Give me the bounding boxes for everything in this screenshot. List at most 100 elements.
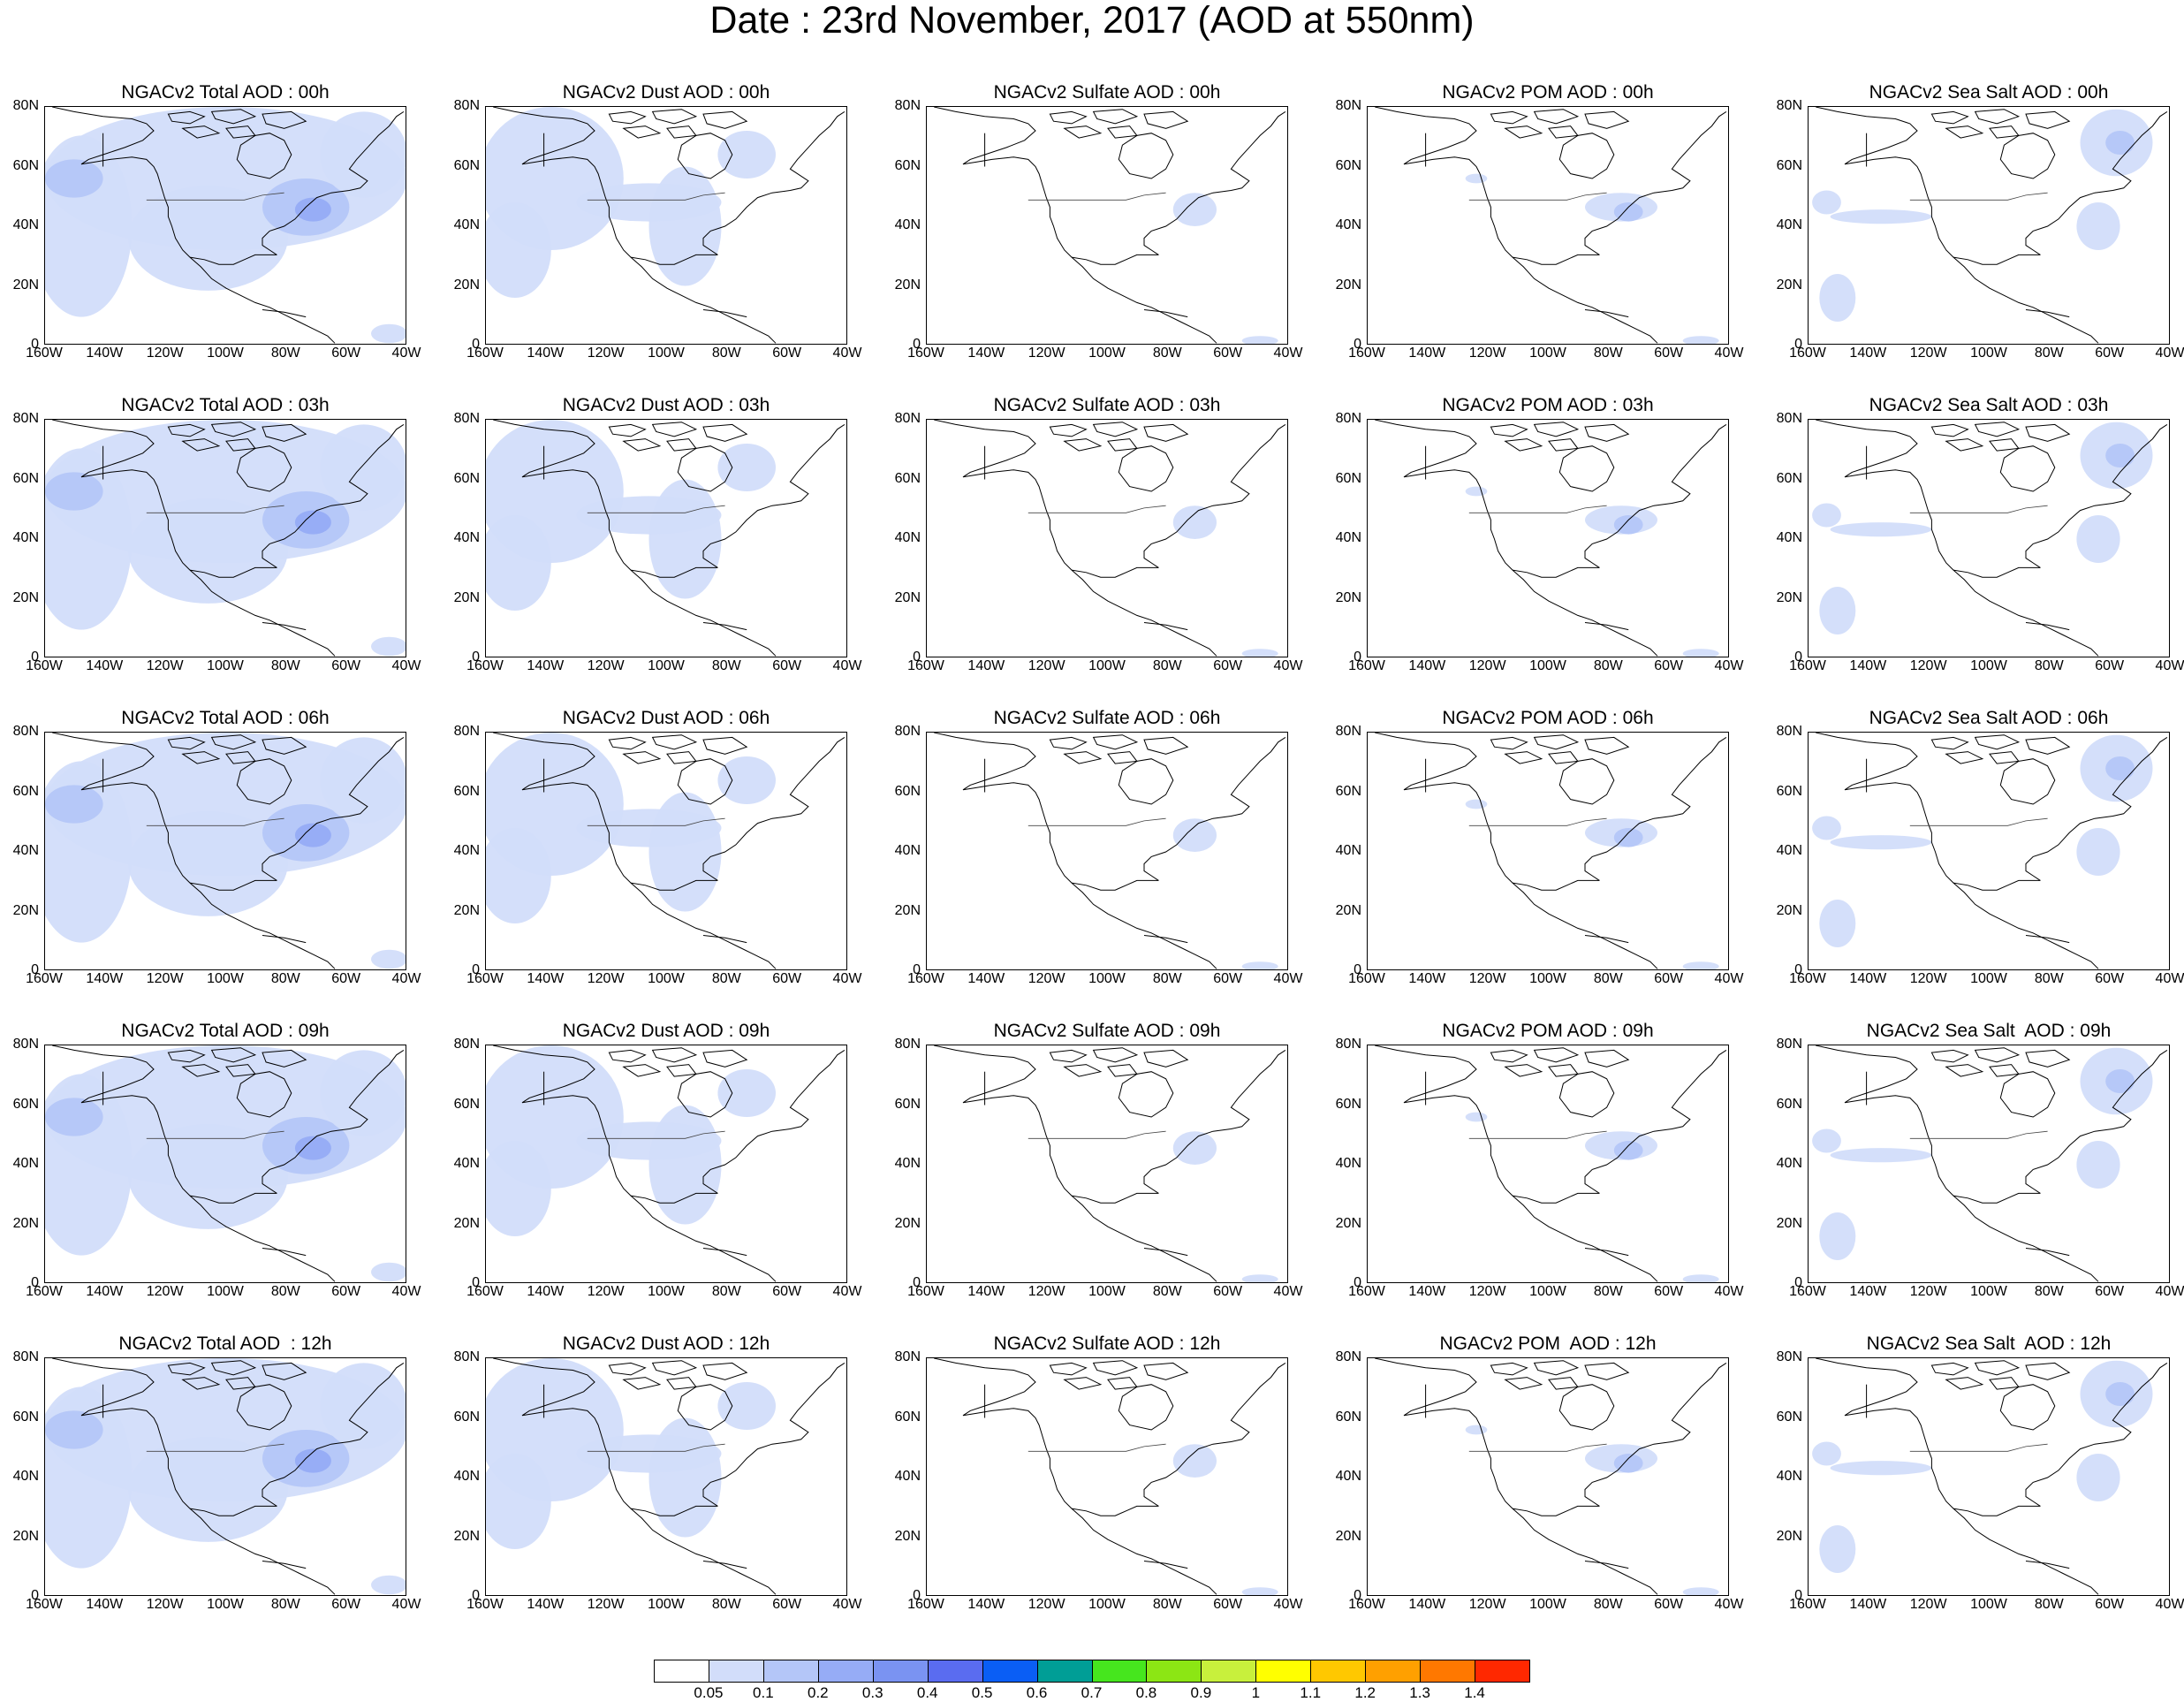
coastline-east bbox=[1584, 736, 1727, 881]
lon-tick-label: 80W bbox=[2034, 1284, 2064, 1299]
cuba-outline bbox=[1584, 1561, 1629, 1569]
lon-tick-label: 140W bbox=[527, 1284, 565, 1299]
aod-shading bbox=[717, 1382, 776, 1430]
lat-tick-label: 40N bbox=[453, 1469, 480, 1484]
map-frame bbox=[44, 106, 406, 345]
coastline-gulf bbox=[1071, 1192, 1159, 1204]
arctic-island-outline bbox=[1049, 1362, 1088, 1376]
lat-tick-label: 20N bbox=[1776, 1215, 1802, 1231]
coastline-west bbox=[1375, 420, 1658, 657]
lon-tick-label: 40W bbox=[1273, 1597, 1303, 1612]
coastline-west bbox=[1816, 1045, 2099, 1282]
lat-tick-label: 60N bbox=[1335, 1409, 1361, 1425]
lon-tick-label: 140W bbox=[527, 658, 565, 673]
lon-tick-label: 160W bbox=[466, 1597, 504, 1612]
coastline-gulf bbox=[1953, 1505, 2041, 1516]
map-canvas bbox=[45, 1045, 406, 1282]
map-frame bbox=[1808, 1045, 2170, 1283]
coastline-east bbox=[1584, 1362, 1727, 1507]
lat-tick-label: 80N bbox=[894, 1037, 921, 1052]
aod-shading bbox=[294, 197, 331, 222]
lon-tick-label: 120W bbox=[1909, 658, 1947, 673]
aod-shading bbox=[1819, 1525, 1856, 1573]
lon-tick-label: 140W bbox=[1849, 1284, 1887, 1299]
map-canvas bbox=[45, 107, 406, 344]
lat-tick-label: 20N bbox=[453, 1528, 480, 1544]
arctic-island-outline bbox=[1945, 438, 1984, 452]
lon-tick-label: 80W bbox=[1593, 1597, 1623, 1612]
panel-title: NGACv2 Total AOD : 09h bbox=[121, 1021, 330, 1041]
lat-tick-label: 40N bbox=[894, 1156, 921, 1171]
map-frame bbox=[1367, 1357, 1729, 1596]
lon-tick-label: 100W bbox=[1529, 346, 1566, 361]
aod-shading bbox=[1172, 1131, 1217, 1165]
hudson-bay-outline bbox=[1999, 1384, 2056, 1431]
coastline-east bbox=[702, 110, 846, 255]
lon-tick-label: 120W bbox=[1468, 971, 1506, 986]
arctic-island-outline bbox=[167, 1362, 206, 1376]
coastline-gulf bbox=[1953, 1192, 2041, 1204]
coastline-gulf bbox=[1512, 566, 1600, 578]
lat-tick-label: 80N bbox=[894, 1349, 921, 1364]
arctic-island-outline bbox=[167, 110, 206, 125]
arctic-island-outline bbox=[2025, 110, 2071, 129]
lon-tick-label: 140W bbox=[967, 1597, 1005, 1612]
lon-tick-label: 160W bbox=[907, 658, 944, 673]
us-canada-border bbox=[146, 817, 284, 826]
us-canada-border bbox=[1909, 1130, 2048, 1139]
lon-tick-label: 100W bbox=[207, 1284, 244, 1299]
coastline-west bbox=[934, 107, 1217, 344]
lon-tick-label: 60W bbox=[331, 1597, 361, 1612]
arctic-island-outline bbox=[608, 110, 647, 125]
lon-tick-label: 80W bbox=[270, 1597, 300, 1612]
arctic-island-outline bbox=[1490, 423, 1528, 437]
lat-tick-label: 60N bbox=[453, 470, 480, 486]
lon-tick-label: 60W bbox=[1213, 658, 1243, 673]
aod-shading bbox=[2076, 1141, 2120, 1189]
coastline-east bbox=[2025, 1362, 2168, 1507]
arctic-island-outline bbox=[1548, 125, 1579, 139]
lon-tick-label: 100W bbox=[648, 658, 685, 673]
lon-tick-label: 40W bbox=[1714, 1597, 1744, 1612]
hudson-bay-outline bbox=[1558, 758, 1615, 805]
arctic-island-outline bbox=[225, 125, 256, 139]
map-panel: NGACv2 Sea Salt AOD : 03h 80N 60N 40N 20N 0 16… bbox=[1777, 394, 2184, 677]
lon-tick-label: 160W bbox=[1789, 971, 1826, 986]
panel-title: NGACv2 Sulfate AOD : 06h bbox=[993, 708, 1221, 728]
arctic-island-outline bbox=[262, 423, 307, 442]
aod-shading bbox=[1682, 1587, 1719, 1595]
us-canada-border bbox=[1909, 817, 2048, 826]
lat-tick-label: 60N bbox=[453, 1096, 480, 1112]
aod-shading bbox=[45, 472, 103, 511]
lon-tick-label: 60W bbox=[331, 658, 361, 673]
aod-shading bbox=[1819, 274, 1856, 322]
lat-tick-label: 20N bbox=[894, 902, 921, 918]
lat-tick-label: 0 bbox=[1354, 1275, 1361, 1290]
panel-title: NGACv2 Total AOD : 06h bbox=[121, 708, 330, 728]
arctic-island-outline bbox=[1107, 1064, 1138, 1077]
aod-shading bbox=[371, 949, 406, 969]
lat-tick-label: 60N bbox=[1335, 1096, 1361, 1112]
lat-tick-label: 20N bbox=[453, 589, 480, 605]
lat-tick-label: 40N bbox=[1335, 1156, 1361, 1171]
colorbar-tick-label: 0.6 bbox=[1026, 1684, 1048, 1701]
colorbar-tick-label: 1.2 bbox=[1354, 1684, 1376, 1701]
colorbar-tick-label: 1.1 bbox=[1300, 1684, 1322, 1701]
arctic-island-outline bbox=[1107, 438, 1138, 452]
lat-tick-label: 20N bbox=[1335, 1528, 1361, 1544]
lat-tick-label: 80N bbox=[453, 1037, 480, 1052]
aod-shading bbox=[1241, 336, 1278, 344]
lat-tick-label: 80N bbox=[1776, 1037, 1802, 1052]
map-panel: NGACv2 Sulfate AOD : 00h 80N 60N 40N 20N 0 160… bbox=[895, 81, 1303, 364]
lon-tick-label: 60W bbox=[772, 346, 802, 361]
arctic-island-outline bbox=[1143, 110, 1189, 129]
lon-tick-label: 40W bbox=[1273, 971, 1303, 986]
us-canada-border bbox=[587, 817, 725, 826]
lon-tick-label: 60W bbox=[1213, 1597, 1243, 1612]
aod-shading bbox=[486, 1141, 551, 1236]
hudson-bay-outline bbox=[677, 133, 733, 179]
map-frame bbox=[485, 419, 847, 657]
colorbar-swatch bbox=[1420, 1660, 1476, 1683]
arctic-island-outline bbox=[1974, 1047, 2021, 1063]
lon-tick-label: 160W bbox=[1789, 658, 1826, 673]
